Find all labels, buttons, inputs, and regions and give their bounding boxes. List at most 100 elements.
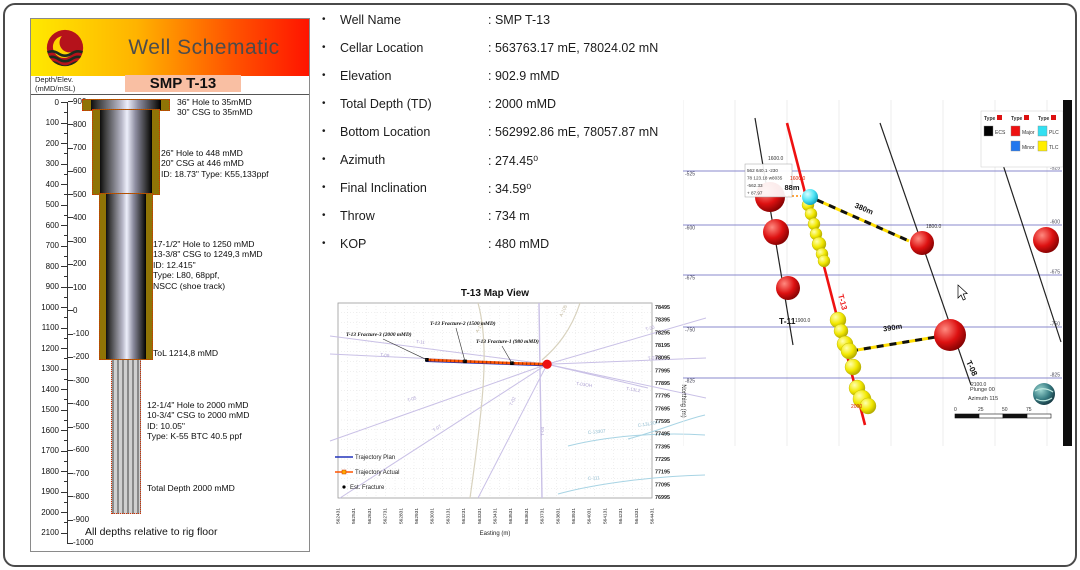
well-info-label: Bottom Location xyxy=(340,125,431,139)
elevation-tick-label: -500 xyxy=(73,422,90,432)
depth-tick-mark xyxy=(61,532,67,534)
offset-well-label: T-05 xyxy=(407,395,418,403)
distance-line-380m xyxy=(816,198,910,243)
elevation-tick-mark xyxy=(68,542,73,544)
depth-tick-mark xyxy=(61,389,67,390)
well-info-row: • Final Inclination: 34.59⁰ xyxy=(322,181,702,209)
y-axis-tick-label: 77095 xyxy=(655,482,670,488)
legend-label: Trajectory Plan xyxy=(355,455,395,461)
azimuth-label: Azimuth 115 xyxy=(968,396,998,402)
depth-tick-mark xyxy=(61,471,67,472)
annotation-line: 30" CSG to 35mMD xyxy=(177,107,253,118)
x-axis-tick-label: 562531 xyxy=(351,508,357,524)
schematic-header: Well Schematic xyxy=(31,19,309,76)
offset-well-line xyxy=(547,363,706,399)
depth-scale-label: Depth/Elev. (mMD/mSL) xyxy=(35,75,76,93)
map-view-svg: T-11 T-09 T-05 T-07 T-02 T-04 T-30 T-03L3 T-03OH… xyxy=(329,288,706,537)
well-info-row: • Throw: 734 m xyxy=(322,209,702,237)
y-axis-tick-label: 77195 xyxy=(655,470,670,476)
depth-minor-tick xyxy=(64,296,67,298)
well-info-row: • Total Depth (TD): 2000 mMD xyxy=(322,97,702,125)
depth-minor-tick xyxy=(64,317,67,319)
mouse-cursor-icon xyxy=(957,284,968,301)
sunrise-sea-logo-icon xyxy=(46,29,84,66)
elevation-tick-mark xyxy=(68,194,73,196)
well-info-row: • KOP: 480 mMD xyxy=(322,237,702,265)
x-axis-tick-label: 563931 xyxy=(571,508,577,524)
x-axis-tick-label: 562831 xyxy=(398,508,404,524)
elevation-tick-mark xyxy=(68,217,73,219)
elevation-label-left: -750 xyxy=(685,328,695,334)
major-event-sphere xyxy=(934,319,966,351)
legend-header-icon xyxy=(997,115,1002,120)
legend-entry-label: PLC xyxy=(1049,130,1059,136)
well-info-label: Azimuth xyxy=(340,153,386,167)
y-axis-tick-label: 77895 xyxy=(655,381,670,387)
depth-tick-mark xyxy=(61,430,67,431)
depth-minor-tick xyxy=(64,358,67,360)
cross-section-view: -525-525-600-600-675-675-750-750-825-825… xyxy=(683,100,1079,446)
elevation-tick-mark xyxy=(68,403,73,405)
trajectory-actual-line xyxy=(426,358,548,366)
elevation-tick-label: -900 xyxy=(73,515,90,525)
depth-tick-mark xyxy=(61,225,67,226)
depth-tick-label: 200 xyxy=(45,138,59,148)
tlc-event-sphere xyxy=(840,342,858,360)
depth-minor-tick xyxy=(64,276,67,278)
legend-swatch xyxy=(1037,140,1048,152)
y-axis-tick-label: 78295 xyxy=(655,330,670,336)
y-axis-tick-label: 78495 xyxy=(655,305,670,311)
elevation-tick-mark xyxy=(68,170,73,172)
offset-well-label: T-13L2 xyxy=(626,386,641,393)
annotation-line: 17-1/2" Hole to 1250 mMD xyxy=(153,239,255,249)
depth-tick-mark xyxy=(61,450,67,452)
depth-tick-label: 1300 xyxy=(41,364,59,373)
x-axis-tick-label: 563731 xyxy=(540,508,546,524)
road-line-a105 xyxy=(541,302,581,361)
tlc-event-sphere xyxy=(817,254,831,268)
depth-minor-tick xyxy=(64,337,67,339)
depth-tick-mark xyxy=(61,491,67,493)
legend-entry-label: TLC xyxy=(1049,145,1059,151)
legend-swatch xyxy=(1010,140,1021,152)
elevation-tick-label: 800 xyxy=(73,119,87,129)
scale-axis-line xyxy=(67,102,68,544)
creek-line-c13307 xyxy=(567,433,706,447)
elevation-tick-label: 700 xyxy=(73,143,87,153)
depth-tick-label: 1700 xyxy=(41,446,59,455)
elevation-tick-mark xyxy=(68,449,73,451)
road-line-a107 xyxy=(469,302,485,499)
scale-bar-segment xyxy=(954,413,980,419)
annotation-line: 13-3/8" CSG to 1249,3 mMD xyxy=(153,249,263,260)
y-axis-tick-label: 77995 xyxy=(655,368,670,374)
well-info-row: • Well Name: SMP T-13 xyxy=(322,13,702,41)
casing-annotation: 17-1/2" Hole to 1250 mMD 13-3/8" CSG to 1… xyxy=(153,239,263,291)
depth-marker-label: 1800.0 xyxy=(926,224,942,230)
cross-section-svg: -525-525-600-600-675-675-750-750-825-825… xyxy=(683,100,1072,446)
legend-header-icon xyxy=(1024,115,1029,120)
y-axis-tick-label: 76995 xyxy=(655,495,670,501)
annotation-line: ID: 18.73" Type: K55,133ppf xyxy=(161,168,269,179)
depth-tick-mark xyxy=(61,143,67,144)
bullet-icon: • xyxy=(322,98,326,109)
elevation-tick-mark xyxy=(68,310,73,312)
offset-well-label: C-13L3OH xyxy=(637,420,659,428)
x-axis-tick-label: 563031 xyxy=(430,508,436,524)
offset-well-label: T-07 xyxy=(432,423,443,432)
well-name-title: SMP T-13 xyxy=(125,75,241,92)
depth-tick-label: 1100 xyxy=(41,323,59,332)
offset-well-label: T-30 xyxy=(645,324,656,331)
well-schematic-diagram: 0 100 200 300 400 500 600 700 800 900 1000 1100 1200… xyxy=(31,94,309,551)
callout-box: 562 640.1 -230 78 123.18 w8035 -562.33 + 87… xyxy=(744,163,793,198)
offset-well-line xyxy=(339,363,548,499)
bullet-icon: • xyxy=(322,238,326,249)
offset-well-label: T-02 xyxy=(508,396,517,407)
offset-well-label: A-107 xyxy=(475,320,486,334)
elevation-tick-mark xyxy=(68,380,73,382)
scale-bar-label: 75 xyxy=(1026,407,1032,413)
offset-well-label: C-13307 xyxy=(588,428,606,435)
depth-marker-label: 1900.0 xyxy=(795,318,811,324)
offset-well-line-t04 xyxy=(538,302,543,499)
depth-minor-tick xyxy=(64,501,67,503)
x-axis-tick-label: 562431 xyxy=(336,508,342,524)
